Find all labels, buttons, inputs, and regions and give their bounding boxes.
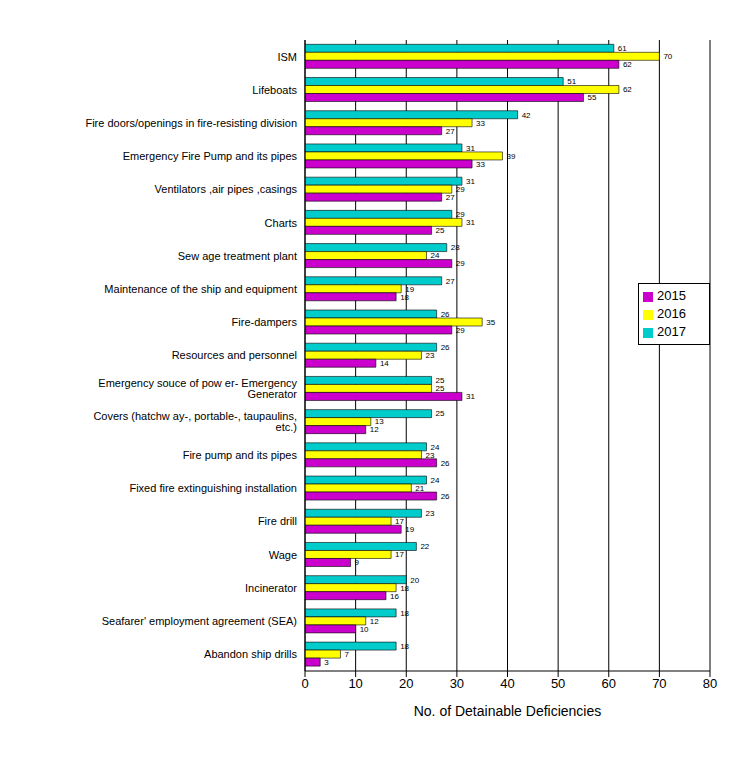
svg-text:Charts: Charts [265, 217, 298, 229]
svg-text:51: 51 [567, 77, 576, 86]
svg-text:80: 80 [703, 676, 717, 691]
svg-text:42: 42 [522, 111, 531, 120]
svg-text:50: 50 [551, 676, 565, 691]
svg-text:0: 0 [301, 676, 308, 691]
svg-text:Resources and personnel: Resources and personnel [172, 349, 297, 361]
svg-text:62: 62 [623, 85, 632, 94]
svg-text:12: 12 [370, 617, 379, 626]
svg-text:27: 27 [446, 127, 455, 136]
svg-text:30: 30 [450, 676, 464, 691]
svg-text:10: 10 [360, 625, 369, 634]
svg-text:26: 26 [441, 492, 450, 501]
svg-text:31: 31 [466, 144, 475, 153]
svg-text:Fire pump and its pipes: Fire pump and its pipes [183, 449, 298, 461]
svg-text:3: 3 [324, 658, 329, 667]
svg-text:Wage: Wage [269, 549, 297, 561]
svg-text:16: 16 [390, 592, 399, 601]
svg-text:25: 25 [436, 384, 445, 393]
svg-text:Fire doors/openings in fire-re: Fire doors/openings in fire-resisting di… [85, 117, 297, 129]
svg-text:Fixed fire extinguishing insta: Fixed fire extinguishing installation [129, 482, 297, 494]
svg-text:Seafarer' employment agreement: Seafarer' employment agreement (SEA) [102, 615, 297, 627]
svg-text:19: 19 [405, 525, 414, 534]
svg-text:23: 23 [425, 351, 434, 360]
svg-text:No. of Detainable Deficiencies: No. of Detainable Deficiencies [414, 703, 602, 719]
svg-text:Lifeboats: Lifeboats [252, 84, 297, 96]
svg-text:Covers (hatchw ay-, portable-,: Covers (hatchw ay-, portable-, taupaulin… [93, 410, 297, 433]
svg-text:Fire-dampers: Fire-dampers [232, 316, 298, 328]
svg-text:25: 25 [436, 409, 445, 418]
svg-text:23: 23 [425, 451, 434, 460]
svg-text:35: 35 [486, 318, 495, 327]
svg-text:13: 13 [374, 417, 384, 427]
svg-text:24: 24 [430, 442, 440, 452]
svg-text:60: 60 [602, 676, 616, 691]
svg-text:20: 20 [410, 576, 419, 585]
svg-text:Incinerator: Incinerator [245, 582, 297, 594]
svg-text:39: 39 [506, 152, 515, 161]
svg-text:26: 26 [441, 459, 450, 468]
svg-text:Sew age treatment plant: Sew age treatment plant [178, 250, 297, 262]
svg-text:31: 31 [466, 218, 475, 227]
svg-text:27: 27 [446, 277, 455, 286]
svg-text:7: 7 [344, 650, 349, 659]
svg-text:Fire drill: Fire drill [258, 515, 297, 527]
svg-text:28: 28 [451, 243, 460, 252]
svg-text:18: 18 [400, 642, 409, 651]
svg-text:29: 29 [456, 259, 465, 268]
svg-text:21: 21 [415, 484, 424, 493]
svg-text:17: 17 [395, 517, 404, 526]
svg-text:26: 26 [441, 310, 450, 319]
html-text:2017: 2017 [657, 324, 686, 339]
svg-text:20: 20 [399, 676, 413, 691]
svg-text:29: 29 [456, 326, 465, 335]
svg-text:9: 9 [355, 558, 360, 567]
svg-text:ISM: ISM [277, 51, 297, 63]
svg-text:55: 55 [587, 93, 596, 102]
svg-text:70: 70 [652, 676, 666, 691]
svg-text:Emergency souce of pow er- Eme: Emergency souce of pow er- EmergencyGene… [98, 377, 297, 400]
svg-text:22: 22 [420, 542, 429, 551]
svg-text:24: 24 [431, 251, 440, 260]
svg-text:14: 14 [380, 359, 389, 368]
svg-text:29: 29 [456, 185, 465, 194]
svg-text:25: 25 [436, 226, 445, 235]
svg-text:62: 62 [623, 60, 632, 69]
svg-text:29: 29 [456, 210, 465, 219]
svg-text:17: 17 [395, 550, 404, 559]
svg-text:Abandon ship drills: Abandon ship drills [204, 648, 297, 660]
svg-text:31: 31 [466, 177, 475, 186]
svg-text:33: 33 [476, 160, 485, 169]
svg-text:33: 33 [476, 119, 485, 128]
svg-text:10: 10 [348, 676, 362, 691]
svg-text:24: 24 [431, 476, 440, 485]
svg-text:27: 27 [446, 193, 455, 202]
svg-text:12: 12 [370, 425, 379, 434]
svg-text:18: 18 [400, 584, 409, 593]
svg-text:61: 61 [618, 44, 627, 53]
svg-text:23: 23 [425, 509, 434, 518]
svg-text:25: 25 [435, 376, 445, 386]
svg-text:18: 18 [400, 293, 409, 302]
svg-text:26: 26 [441, 343, 450, 352]
html-text:2016: 2016 [657, 306, 686, 321]
svg-text:19: 19 [405, 284, 415, 294]
svg-text:31: 31 [466, 392, 475, 401]
svg-text:18: 18 [400, 609, 409, 618]
svg-text:Emergency Fire Pump and its pi: Emergency Fire Pump and its pipes [123, 150, 298, 162]
svg-text:Ventilators ,air pipes ,casing: Ventilators ,air pipes ,casings [155, 183, 298, 195]
svg-text:Maintenance of the ship and eq: Maintenance of the ship and equipment [104, 283, 297, 295]
svg-text:40: 40 [500, 676, 514, 691]
html-text:2015: 2015 [657, 288, 686, 303]
svg-text:70: 70 [663, 52, 672, 61]
